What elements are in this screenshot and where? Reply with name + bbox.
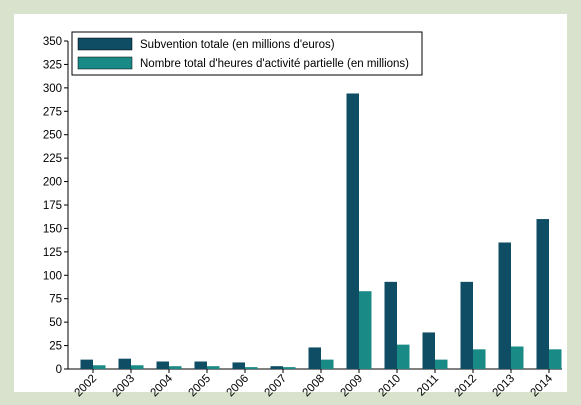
bar bbox=[207, 366, 220, 369]
y-tick-label: 0 bbox=[56, 364, 62, 376]
bar bbox=[460, 281, 473, 369]
bar bbox=[397, 344, 410, 369]
bar bbox=[156, 361, 169, 369]
legend-label: Subvention totale (en millions d'euros) bbox=[140, 39, 335, 51]
bar bbox=[536, 219, 549, 369]
legend-swatch bbox=[77, 37, 133, 51]
y-tick-label: 100 bbox=[43, 270, 62, 282]
bar bbox=[359, 291, 372, 369]
y-tick-label: 75 bbox=[49, 294, 62, 306]
bar bbox=[422, 332, 435, 369]
y-tick-label: 350 bbox=[43, 36, 62, 48]
bar bbox=[131, 365, 144, 369]
y-tick-label: 275 bbox=[43, 106, 62, 118]
y-tick-label: 50 bbox=[49, 317, 62, 329]
bar bbox=[232, 362, 245, 369]
y-tick-label: 300 bbox=[43, 83, 62, 95]
bar bbox=[283, 367, 296, 369]
y-tick-label: 25 bbox=[49, 341, 62, 353]
y-tick-label: 325 bbox=[43, 59, 62, 71]
bar bbox=[308, 347, 321, 369]
bar bbox=[435, 359, 448, 369]
y-tick-label: 250 bbox=[43, 130, 62, 142]
y-tick-label: 125 bbox=[43, 247, 62, 259]
bar bbox=[270, 366, 283, 369]
bar bbox=[194, 361, 207, 369]
bar bbox=[549, 349, 562, 369]
y-tick-label: 175 bbox=[43, 200, 62, 212]
y-tick-label: 200 bbox=[43, 177, 62, 189]
panel bbox=[14, 14, 567, 392]
bar bbox=[473, 349, 486, 369]
bar bbox=[321, 359, 334, 369]
bar bbox=[511, 346, 524, 369]
legend-label: Nombre total d'heures d'activité partiel… bbox=[140, 58, 409, 70]
bar bbox=[346, 93, 359, 369]
bar bbox=[80, 359, 93, 369]
legend-swatch bbox=[77, 56, 133, 70]
bar bbox=[169, 366, 182, 369]
y-tick-label: 150 bbox=[43, 223, 62, 235]
bar bbox=[498, 242, 511, 369]
bar bbox=[93, 365, 106, 369]
bar bbox=[384, 281, 397, 369]
y-tick-label: 225 bbox=[43, 153, 62, 165]
bar bbox=[118, 358, 131, 369]
bar bbox=[245, 367, 258, 369]
